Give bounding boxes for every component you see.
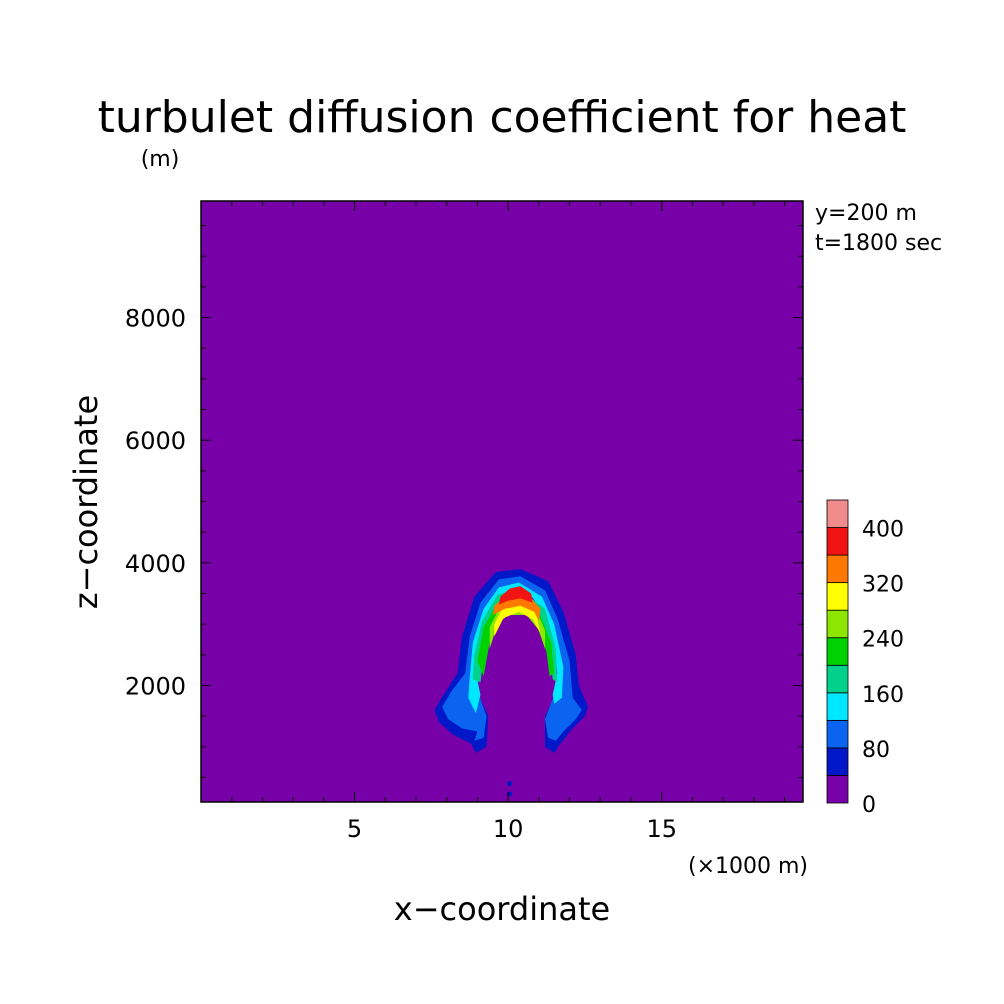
x-tick-label: 10 (493, 815, 524, 843)
annotation-t: t=1800 sec (815, 231, 942, 256)
x-tick-labels: 5 10 15 (347, 815, 677, 843)
contour-level-280 (494, 603, 541, 637)
plot-area (200, 200, 804, 803)
colorbar-swatch-280 (826, 582, 849, 611)
colorbar-swatch-40 (826, 747, 849, 776)
colorbar-label: 320 (862, 573, 904, 598)
y-tick-labels: 2000 4000 6000 8000 (125, 305, 186, 701)
colorbar-swatch-200 (826, 637, 849, 666)
x-axis-label: x−coordinate (394, 890, 610, 928)
contour-level-120 (468, 582, 564, 714)
x-tick-label: 15 (646, 815, 677, 843)
colorbar-swatch-120 (826, 692, 849, 721)
colorbar-swatch-400 (826, 499, 849, 528)
colorbar-labels: 0 80 160 240 320 400 (862, 518, 904, 818)
y-tick-label: 8000 (125, 305, 186, 333)
y-tick-label: 2000 (125, 672, 186, 700)
colorbar-swatch-80 (826, 719, 849, 749)
y-tick-label: 6000 (125, 427, 186, 455)
y-axis-label: z−coordinate (67, 395, 105, 609)
data-dot-2 (507, 781, 513, 787)
colorbar-label: 240 (862, 628, 904, 653)
tick-layer (201, 201, 803, 802)
colorbar-swatch-240 (826, 609, 849, 639)
annotation-y: y=200 m (815, 201, 917, 226)
colorbar-swatch-160 (826, 664, 849, 694)
colorbar (826, 499, 849, 804)
x-axis-unit: (×1000 m) (688, 854, 808, 879)
x-tick-label: 5 (347, 815, 362, 843)
colorbar-label: 0 (862, 793, 876, 818)
colorbar-swatch-320 (826, 554, 849, 584)
y-axis-unit: (m) (141, 147, 180, 172)
colorbar-swatch-0 (826, 775, 849, 804)
colorbar-label: 160 (862, 683, 904, 708)
colorbar-label: 400 (862, 518, 904, 543)
plot-background (201, 201, 803, 802)
chart-title: turbulet diffusion coefficient for heat (98, 92, 907, 143)
contour-layer (434, 569, 588, 753)
colorbar-swatch-360 (826, 527, 849, 556)
y-tick-label: 4000 (125, 550, 186, 578)
colorbar-label: 80 (862, 738, 890, 763)
contour-level-360 (498, 586, 533, 605)
